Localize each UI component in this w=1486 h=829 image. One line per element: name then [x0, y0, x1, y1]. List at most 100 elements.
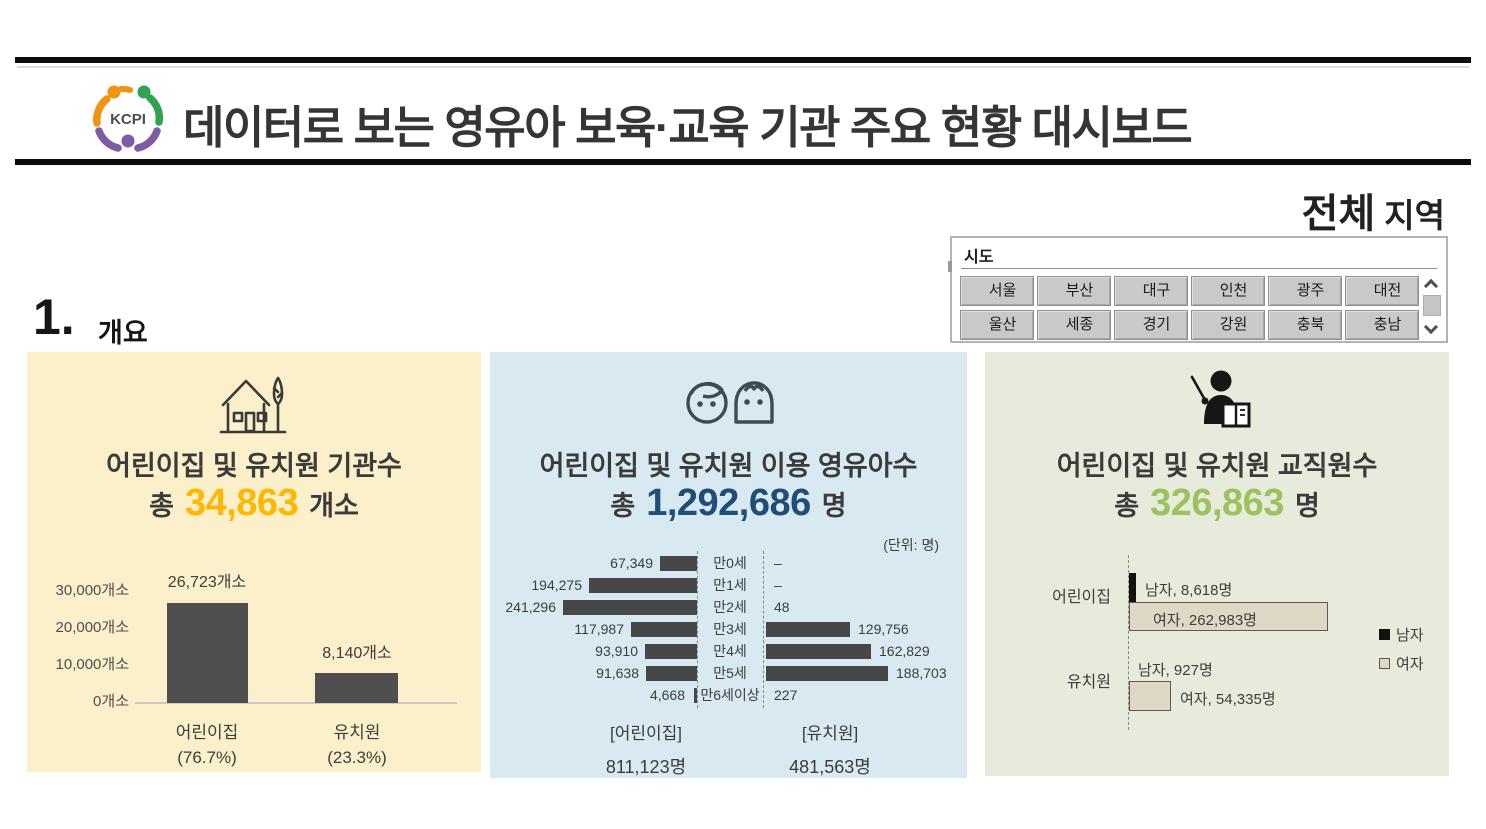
ytick-20000: 20,000개소 — [55, 619, 129, 636]
card-children-total: 총 1,292,686 명 — [490, 482, 967, 525]
total-prefix: 총 — [610, 491, 636, 521]
region-button-daejeon[interactable]: 대전 — [1345, 276, 1419, 306]
total-value: 326,863 — [1150, 482, 1284, 524]
staff-label-kindergarten-male: 남자, 927명 — [1138, 662, 1213, 679]
staff-cat-kindergarten: 유치원 — [1066, 674, 1111, 691]
left-bar-age0 — [660, 556, 697, 571]
right-bar-age5 — [766, 666, 888, 681]
svg-text:KCPI: KCPI — [110, 111, 146, 128]
footer-kindergarten-label: [유치원] — [801, 724, 859, 743]
header-top-rule — [15, 57, 1471, 63]
footer-kindergarten-value: 481,563명 — [789, 757, 871, 777]
region-filter: 시도 서울 부산 대구 인천 광주 대전 울산 세종 경기 강원 충북 충남 — [948, 236, 1448, 343]
total-unit: 명 — [1294, 491, 1320, 521]
age-label: 만1세 — [713, 577, 747, 593]
left-bar-age5 — [646, 666, 697, 681]
staff-bar-daycare-female — [1129, 602, 1328, 631]
right-value: 227 — [774, 687, 798, 703]
ytick-10000: 10,000개소 — [55, 656, 129, 673]
right-value: – — [774, 555, 782, 571]
scroll-up-icon[interactable] — [1423, 278, 1439, 294]
region-button-daegu[interactable]: 대구 — [1114, 276, 1188, 306]
left-value: 93,910 — [595, 643, 638, 659]
left-bar-age3 — [631, 622, 697, 637]
left-bar-age4 — [645, 644, 697, 659]
total-unit: 명 — [821, 491, 847, 521]
children-faces-icon — [490, 370, 967, 435]
bar-value-kindergarten: 8,140개소 — [322, 645, 392, 662]
header-bottom-rule — [15, 159, 1471, 165]
right-value: 129,756 — [858, 621, 909, 637]
region-button-seoul[interactable]: 서울 — [960, 276, 1034, 306]
left-value: 241,296 — [505, 599, 556, 615]
page-title: 데이터로 보는 영유아 보육·교육 기관 주요 현황 대시보드 — [183, 102, 1193, 153]
card-staff-title: 어린이집 및 유치원 교직원수 — [1056, 451, 1378, 481]
region-filter-title: 시도 — [964, 249, 994, 266]
age-label: 만4세 — [713, 643, 747, 659]
staff-bar-daycare-male — [1129, 573, 1136, 602]
left-bar-age6 — [694, 688, 697, 703]
butterfly-right-axis — [763, 551, 764, 708]
bar-daycare — [167, 603, 248, 703]
legend-male-label: 남자 — [1396, 627, 1424, 644]
region-banner: 전체 지역 — [1302, 181, 1445, 239]
x-axis-line — [135, 702, 457, 704]
bar-label-daycare: 어린이집 — [175, 723, 239, 742]
total-value: 34,863 — [184, 482, 299, 524]
total-prefix: 총 — [1114, 491, 1140, 521]
age-label: 만6세이상 — [700, 687, 760, 703]
age-label: 만0세 — [713, 555, 747, 571]
card-institutions-title: 어린이집 및 유치원 기관수 — [106, 451, 402, 481]
butterfly-left-axis — [697, 551, 698, 708]
left-value: 91,638 — [596, 665, 639, 681]
total-unit: 개소 — [309, 491, 359, 521]
region-button-incheon[interactable]: 인천 — [1191, 276, 1265, 306]
region-button-gyeonggi[interactable]: 경기 — [1114, 310, 1188, 340]
bar-label-kindergarten: 유치원 — [333, 723, 381, 742]
legend-female: 여자 — [1379, 653, 1424, 674]
legend-female-label: 여자 — [1396, 656, 1424, 673]
kcpi-logo-icon: KCPI — [93, 85, 164, 152]
region-button-chungnam[interactable]: 충남 — [1345, 310, 1419, 340]
card-children: 어린이집 및 유치원 이용 영유아수 총 1,292,686 명 (단위: 명)… — [490, 352, 967, 778]
right-value: 188,703 — [896, 665, 947, 681]
right-value: 162,829 — [879, 643, 930, 659]
card-staff: 어린이집 및 유치원 교직원수 총 326,863 명 어린이집 남자, 8,6… — [985, 352, 1449, 776]
legend-male-swatch — [1379, 629, 1390, 640]
right-bar-age4 — [766, 644, 871, 659]
total-prefix: 총 — [149, 491, 174, 521]
total-value: 1,292,686 — [646, 482, 811, 524]
staff-bar-kindergarten-female — [1129, 681, 1171, 711]
unit-note: (단위: 명) — [883, 537, 939, 553]
footer-daycare-label: [어린이집] — [609, 724, 682, 743]
header-top-rule-shadow — [17, 66, 1469, 68]
section-number: 1. — [33, 289, 75, 345]
ytick-0: 0개소 — [93, 693, 129, 710]
right-value: 48 — [774, 599, 790, 615]
left-value: 117,987 — [574, 621, 624, 637]
ytick-30000: 30,000개소 — [55, 582, 129, 599]
region-button-gangwon[interactable]: 강원 — [1191, 310, 1265, 340]
scrollbar-thumb[interactable] — [1423, 295, 1441, 316]
card-children-title: 어린이집 및 유치원 이용 영유아수 — [539, 451, 918, 481]
filter-divider — [961, 268, 1437, 269]
region-button-ulsan[interactable]: 울산 — [960, 310, 1034, 340]
filter-left-notch — [948, 261, 952, 272]
card-institutions: 어린이집 및 유치원 기관수 총 34,863 개소 30,000개소 20,0… — [27, 352, 481, 772]
region-button-busan[interactable]: 부산 — [1037, 276, 1111, 306]
card-institutions-total: 총 34,863 개소 — [27, 482, 481, 525]
footer-kindergarten: [유치원] 481,563명 — [760, 719, 900, 779]
region-banner-suffix: 지역 — [1384, 197, 1445, 234]
bar-kindergarten — [315, 673, 398, 703]
staff-label-daycare-male: 남자, 8,618명 — [1145, 582, 1233, 599]
region-button-sejong[interactable]: 세종 — [1037, 310, 1111, 340]
bar-value-daycare: 26,723개소 — [167, 574, 247, 591]
section-title: 개요 — [98, 318, 148, 348]
age-label: 만3세 — [713, 621, 747, 637]
region-button-gwangju[interactable]: 광주 — [1268, 276, 1342, 306]
kcpi-logo: KCPI — [88, 77, 168, 161]
age-label: 만5세 — [713, 665, 747, 681]
scroll-down-icon[interactable] — [1423, 319, 1439, 335]
region-button-chungbuk[interactable]: 충북 — [1268, 310, 1342, 340]
